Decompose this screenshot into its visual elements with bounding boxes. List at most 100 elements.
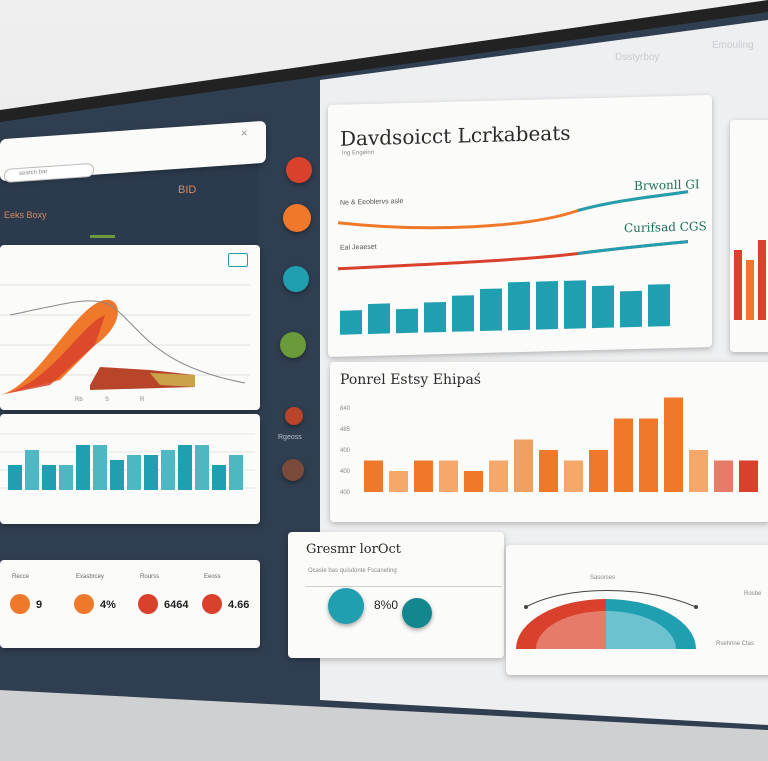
main-bar: [536, 281, 558, 330]
bottom-card-title: Gresmr lorOct: [306, 542, 401, 557]
kpi-item: Exasbrcey 4%: [74, 574, 116, 614]
teal-bars-card: [0, 414, 260, 524]
mid-ytick: 400: [340, 469, 351, 475]
mid-bar: [514, 439, 533, 492]
teal-circle-icon[interactable]: [283, 266, 309, 292]
teal-bar: [229, 455, 243, 490]
teal-bar: [110, 460, 124, 490]
mid-bar: [414, 460, 433, 492]
teal-bar: [25, 450, 39, 490]
mid-bar: [464, 471, 483, 492]
kpi-value: 4.66: [228, 599, 249, 611]
main-chart-card: Davdsoicct Lcrkabeats Ing Engeinn Ne & E…: [328, 94, 712, 358]
kpi-label: Rourss: [140, 574, 159, 580]
mid-ytick: 400: [340, 448, 351, 454]
mid-ytick: 485: [340, 427, 351, 433]
mid-bar: [364, 460, 383, 492]
mid-bar: [589, 450, 608, 492]
teal-bar: [178, 445, 192, 490]
mid-bar: [439, 460, 458, 492]
kpi-item: Rourss 6464: [138, 574, 189, 614]
svg-text:S: S: [105, 397, 109, 403]
main-bar: [368, 303, 390, 334]
main-chart: [337, 190, 689, 335]
teal-bar: [195, 445, 209, 490]
teal-donut-icon: [328, 588, 364, 624]
area-series-line: [9, 300, 246, 384]
side-label: Rgeoss: [278, 434, 302, 441]
kpi-icon: [138, 594, 158, 614]
main-bar: [564, 280, 586, 329]
main-bar: [340, 310, 362, 335]
pie-card: Sasorses Rosbe Rsehnne Ctas: [506, 545, 768, 675]
kpi-icon: [74, 594, 94, 614]
main-bar: [592, 285, 614, 329]
teal-ball-icon[interactable]: [402, 598, 432, 628]
right-edge-bar-2: [746, 260, 754, 320]
line-series-1: [337, 190, 689, 230]
main-bar: [452, 295, 474, 332]
area-series-orange: [0, 299, 118, 395]
mid-bar: [389, 471, 408, 492]
svg-text:Rb: Rb: [75, 397, 83, 403]
teal-bar: [8, 465, 22, 490]
teal-bar: [161, 450, 175, 490]
search-placeholder: search bar: [19, 168, 48, 177]
teal-bar: [59, 465, 73, 490]
mid-bar: [664, 397, 683, 492]
kpi-value: 6464: [164, 599, 189, 611]
main-bar: [396, 308, 418, 334]
area-card-badge[interactable]: [228, 253, 248, 267]
mid-bar: [689, 450, 708, 492]
gear-icon[interactable]: [282, 459, 304, 481]
kpi-strip: Recce 9 Exasbrcey 4% Rourss 6464 Eeoss 4.66: [0, 560, 260, 648]
tab-a[interactable]: Eeks Boxy: [4, 210, 47, 220]
tab-b[interactable]: BID: [178, 184, 197, 196]
main-bar: [424, 301, 446, 333]
kpi-icon: [10, 594, 30, 614]
mid-bar: [539, 450, 558, 492]
main-bar: [480, 288, 502, 332]
mid-bar: [714, 460, 733, 492]
mid-ytick: 840: [340, 406, 351, 412]
area-chart-card: Rb S R: [0, 245, 260, 410]
pie-label-top: Sasorses: [590, 575, 616, 581]
header-left-label: Dsstyrboy: [615, 52, 660, 63]
teal-bar: [93, 445, 107, 490]
teal-bar-chart: [0, 433, 255, 490]
right-edge-bar-3: [758, 240, 766, 320]
tab-mid-bar: [90, 235, 115, 238]
target-icon[interactable]: [286, 157, 312, 183]
header-right-label: Emouling: [712, 40, 754, 51]
brown-circle-icon[interactable]: [285, 407, 303, 425]
main-bar: [620, 290, 642, 328]
kpi-value: 4%: [100, 599, 116, 611]
kpi-label: Exasbrcey: [76, 574, 104, 580]
area-chart: Rb S R: [0, 284, 250, 403]
area-series-dark-orange: [0, 315, 105, 395]
mid-bar-chart: 840 485 400 400 400: [340, 397, 758, 496]
teal-bar: [144, 455, 158, 490]
kpi-value: 9: [36, 599, 42, 611]
close-icon[interactable]: ✕: [240, 127, 248, 139]
teal-bar: [42, 465, 56, 490]
bottom-card-value: 8%0: [374, 598, 399, 612]
orange-circle-icon[interactable]: [283, 204, 311, 232]
bottom-mid-card: Gresmr lorOct Ocasie bas quisdonte Fscan…: [288, 532, 504, 658]
mid-card-title: Ponrel Estsy Ehipaś: [340, 372, 481, 388]
main-bar: [648, 284, 670, 327]
semi-pie-chart: [516, 590, 698, 649]
mid-bar: [564, 460, 583, 492]
kpi-item: Eeoss 4.66: [202, 574, 249, 614]
svg-text:R: R: [140, 397, 145, 403]
kpi-label: Eeoss: [204, 574, 221, 580]
bottom-card-subtitle: Ocasie bas quisdonte Fscaneting: [308, 568, 397, 574]
teal-bar: [127, 455, 141, 490]
teal-bar: [76, 445, 90, 490]
mid-bar-card: Ponrel Estsy Ehipaś 840 485 400 400 400: [330, 362, 768, 522]
bottom-card-divider: [306, 586, 502, 587]
pie-label-bottom: Rsehnne Ctas: [716, 641, 755, 647]
kpi-icon: [202, 594, 222, 614]
green-circle-icon[interactable]: [280, 332, 306, 358]
